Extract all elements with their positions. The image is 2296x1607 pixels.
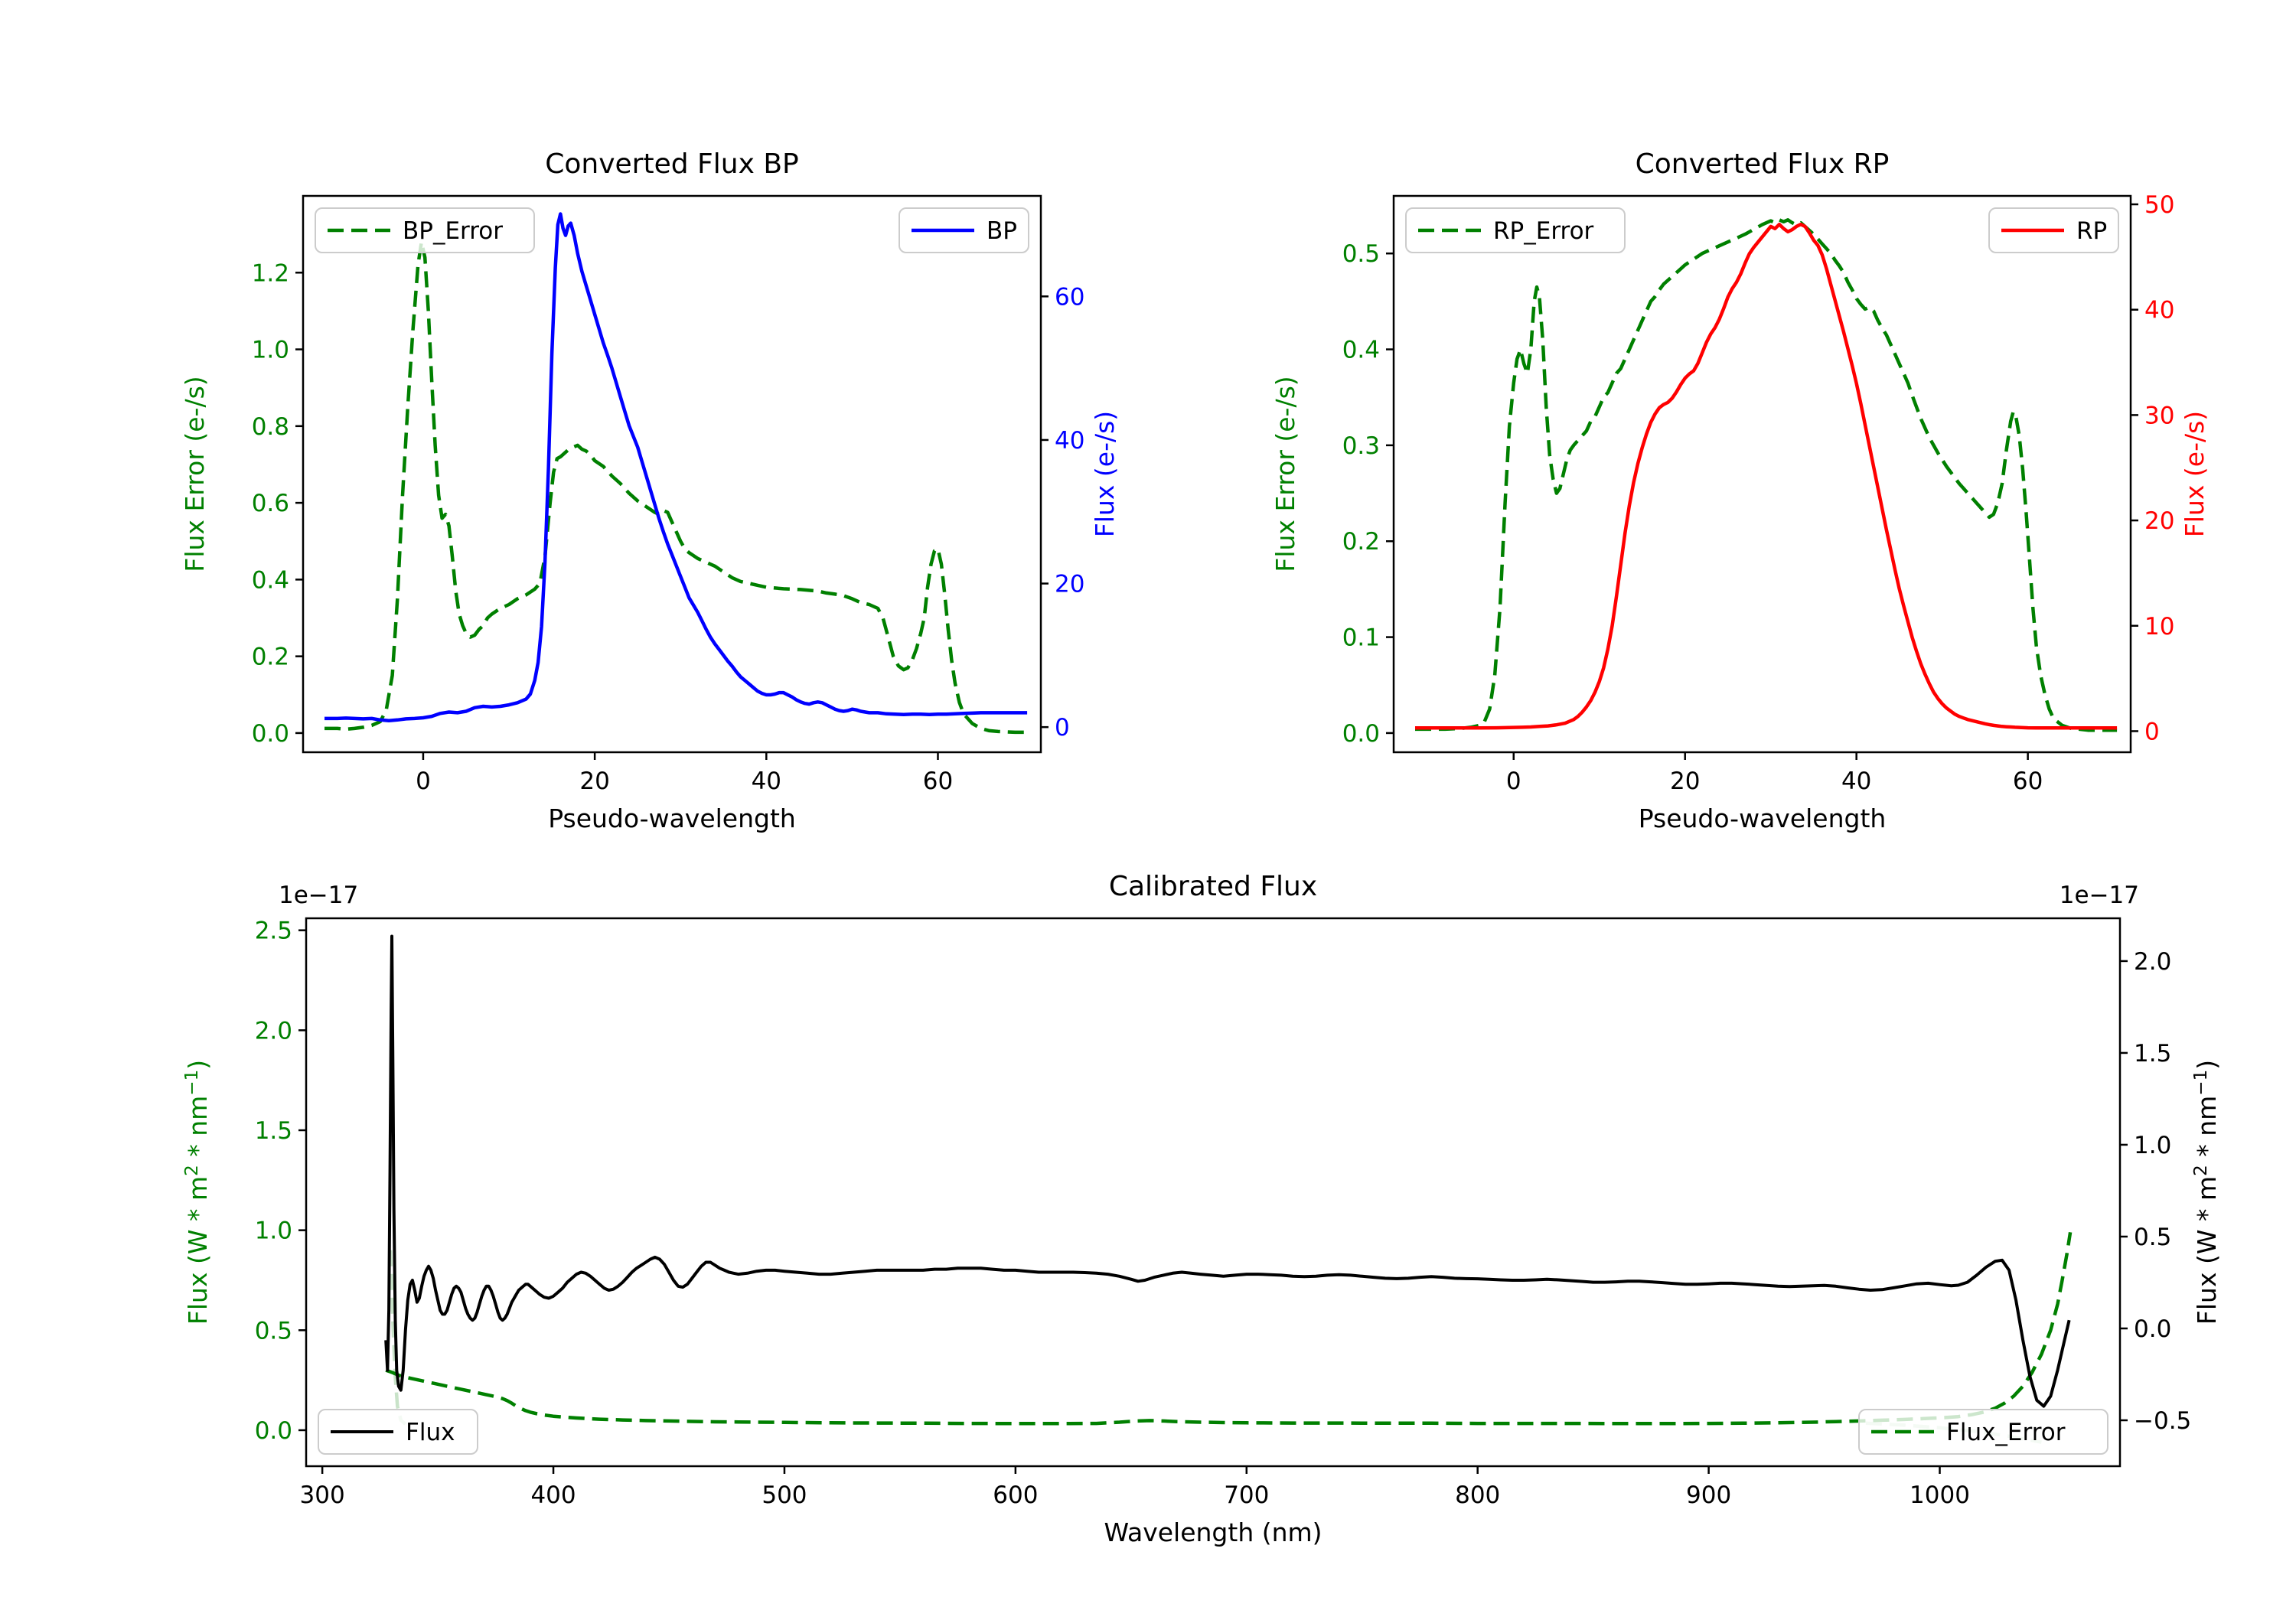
- yleft-tick-label: 1.2: [252, 259, 289, 287]
- subplot-calibrated-flux-xlabel: Wavelength (nm): [1104, 1517, 1322, 1547]
- yleft-tick-label: 0.2: [1342, 528, 1380, 556]
- x-tick-label: 800: [1455, 1482, 1500, 1509]
- subplot-converted-flux-bp: 0 20 40 60 Pseudo-wavelength 0.0 0.2 0.4 0.6 0.8 1…: [180, 148, 1120, 833]
- legend-box: [318, 1409, 478, 1455]
- legend-label: BP: [987, 217, 1017, 245]
- subplot-calibrated-flux-series-layer: [384, 934, 2073, 1444]
- legend-box: [1858, 1409, 2108, 1455]
- yleft-tick-label: 0.6: [252, 490, 289, 517]
- subplot-converted-flux-bp-series-layer: [325, 212, 1028, 735]
- yright-tick-label: 30: [2144, 402, 2174, 429]
- subplot-converted-flux-rp-xlabel: Pseudo-wavelength: [1639, 804, 1887, 833]
- x-tick-label: 0: [416, 768, 431, 795]
- x-tick-label: 1000: [1910, 1482, 1970, 1509]
- subplot-converted-flux-bp-yleft-label: Flux Error (e-/s): [180, 376, 210, 572]
- subplot-converted-flux-rp-title: Converted Flux RP: [1636, 148, 1890, 180]
- subplot-converted-flux-bp-yright-label: Flux (e-/s): [1090, 411, 1120, 537]
- yleft-tick-label: 1.0: [255, 1217, 292, 1245]
- yleft-tick-label: 1.0: [252, 337, 289, 364]
- yright-tick-label: 40: [1055, 427, 1084, 455]
- legend-label: RP_Error: [1493, 217, 1594, 245]
- yright-tick-label: 0: [2144, 718, 2160, 745]
- yright-tick-label: 0: [1055, 714, 1070, 742]
- subplot-calibrated-flux-yright-label: Flux (W * m2 * nm−1): [2191, 1060, 2222, 1325]
- x-tick-label: 60: [923, 768, 953, 795]
- subplot-calibrated-flux-yleft-label: Flux (W * m2 * nm−1): [182, 1060, 213, 1325]
- x-tick-label: 0: [1506, 768, 1521, 795]
- legend-BP_Error: BP_Error: [315, 207, 535, 253]
- rp-line: [1415, 222, 2118, 730]
- yright-tick-label: 50: [2144, 191, 2174, 219]
- subplot-converted-flux-rp-yleft-label: Flux Error (e-/s): [1270, 376, 1300, 572]
- yright-tick-label: 60: [1055, 283, 1084, 311]
- legend-label: BP_Error: [403, 217, 503, 245]
- x-tick-label: 600: [993, 1482, 1038, 1509]
- legend-Flux_Error: Flux_Error: [1858, 1409, 2108, 1455]
- yright-tick-label: 10: [2144, 613, 2174, 641]
- x-tick-label: 300: [300, 1482, 345, 1509]
- subplot-converted-flux-bp-title: Converted Flux BP: [545, 148, 798, 180]
- yleft-tick-label: 0.3: [1342, 432, 1380, 460]
- yright-tick-label: 20: [2144, 507, 2174, 535]
- bp-error-line: [325, 240, 1028, 735]
- flux-error-line: [385, 1231, 2073, 1426]
- yleft-tick-label: 2.0: [255, 1017, 292, 1045]
- yleft-tick-label: 0.0: [1342, 720, 1380, 748]
- subplot-converted-flux-rp: 0 20 40 60 Pseudo-wavelength 0.0 0.1 0.2 0.3 0.4 0…: [1270, 148, 2210, 833]
- legend-Flux: Flux: [318, 1409, 478, 1455]
- yright-tick-label: 0.0: [2134, 1315, 2171, 1343]
- subplot-calibrated-flux: 300 400 500 600 700 800 900 1000 Wavelength (nm)…: [182, 871, 2222, 1547]
- yleft-tick-label: 0.2: [252, 644, 289, 671]
- subplot-converted-flux-rp-series-layer: [1415, 218, 2118, 732]
- legend-RP: RP: [1988, 207, 2119, 253]
- x-tick-label: 20: [1670, 768, 1700, 795]
- legend-RP_Error: RP_Error: [1405, 207, 1626, 253]
- x-tick-label: 40: [752, 768, 781, 795]
- subplot-converted-flux-rp-yright-label: Flux (e-/s): [2180, 411, 2210, 537]
- yleft-tick-label: 0.0: [252, 720, 289, 748]
- yleft-tick-label: 0.0: [255, 1417, 292, 1445]
- yleft-tick-label: 2.5: [255, 918, 292, 945]
- yleft-tick-label: 0.5: [1342, 240, 1380, 268]
- yleft-tick-label: 0.4: [252, 566, 289, 594]
- flux-line: [384, 934, 2071, 1408]
- flux-error-faint-segment: [388, 1250, 407, 1426]
- x-tick-label: 900: [1686, 1482, 1731, 1509]
- legend-label: Flux: [406, 1419, 455, 1446]
- yright-tick-label: 1.5: [2134, 1040, 2171, 1068]
- yright-tick-label: 40: [2144, 297, 2174, 324]
- subplot-converted-flux-rp-spines: [1392, 194, 2132, 754]
- legend-box: [1405, 207, 1626, 253]
- legend-label: RP: [2076, 217, 2107, 245]
- x-tick-label: 40: [1841, 768, 1871, 795]
- yright-tick-label: 1.0: [2134, 1132, 2171, 1159]
- rp-error-line: [1415, 218, 2118, 732]
- subplot-converted-flux-bp-xlabel: Pseudo-wavelength: [548, 804, 796, 833]
- bp-line: [325, 212, 1028, 722]
- x-tick-label: 400: [530, 1482, 576, 1509]
- yleft-tick-label: 1.5: [255, 1117, 292, 1145]
- x-tick-label: 60: [2013, 768, 2043, 795]
- x-tick-label: 700: [1224, 1482, 1269, 1509]
- yright-tick-label: 2.0: [2134, 948, 2171, 976]
- x-tick-label: 20: [579, 768, 609, 795]
- yright-offset-text: 1e−17: [2060, 882, 2139, 909]
- yright-tick-label: 0.5: [2134, 1224, 2171, 1251]
- yleft-tick-label: 0.8: [252, 413, 289, 441]
- legend-box: [315, 207, 535, 253]
- subplot-calibrated-flux-spines: [305, 917, 2122, 1468]
- legend-label: Flux_Error: [1946, 1419, 2066, 1446]
- subplot-converted-flux-bp-spines: [302, 194, 1042, 754]
- yleft-tick-label: 0.5: [255, 1317, 292, 1345]
- yleft-offset-text: 1e−17: [279, 882, 358, 909]
- x-tick-label: 500: [762, 1482, 807, 1509]
- yleft-tick-label: 0.1: [1342, 624, 1380, 652]
- yleft-tick-label: 0.4: [1342, 337, 1380, 364]
- yright-tick-label: −0.5: [2134, 1407, 2191, 1435]
- legend-BP: BP: [899, 207, 1029, 253]
- subplot-calibrated-flux-title: Calibrated Flux: [1109, 871, 1317, 902]
- yright-tick-label: 20: [1055, 571, 1084, 598]
